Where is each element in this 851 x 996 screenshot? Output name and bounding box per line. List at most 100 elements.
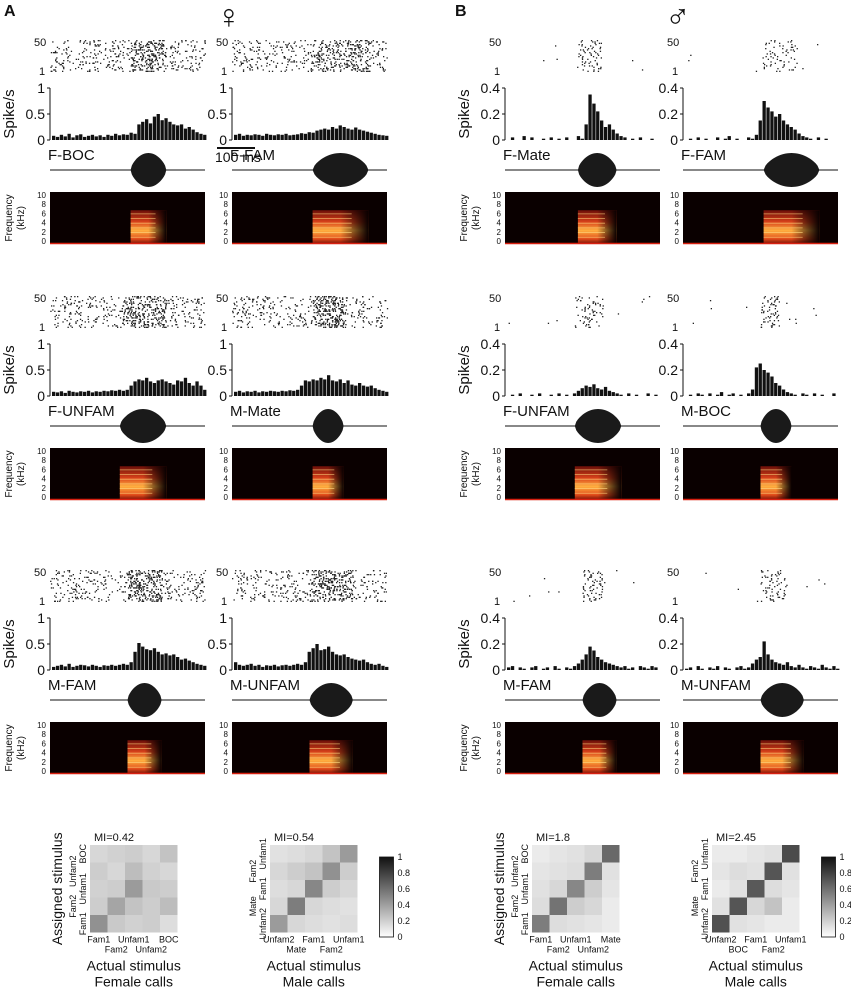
psth-bar (83, 665, 87, 670)
spike-tick (80, 305, 83, 307)
spike-tick (187, 578, 189, 580)
spike-tick (139, 587, 142, 589)
spike-tick (327, 571, 330, 573)
spike-tick (107, 64, 109, 66)
spike-tick (342, 298, 344, 300)
spike-tick (765, 590, 767, 592)
spike-tick (354, 321, 356, 323)
spike-tick (360, 58, 362, 60)
spike-tick (171, 68, 173, 70)
spike-tick (157, 68, 159, 70)
spike-tick (78, 306, 80, 308)
spike-tick (782, 598, 785, 600)
spike-tick (266, 57, 268, 59)
psth-bar (241, 135, 246, 140)
spike-tick (172, 570, 174, 572)
psth-bar (292, 664, 296, 670)
spike-tick (332, 309, 335, 311)
spike-tick (128, 594, 130, 596)
spike-tick (145, 575, 147, 577)
spike-tick (774, 62, 776, 64)
spike-tick (373, 591, 376, 593)
spike-tick (601, 586, 604, 588)
spike-tick (768, 309, 771, 311)
spike-tick (114, 69, 116, 71)
spike-tick (369, 42, 371, 44)
spike-tick (157, 592, 160, 594)
psth-bar (762, 101, 766, 140)
spike-tick (87, 306, 90, 308)
spike-tick (776, 297, 778, 299)
freq-tick-label: 2 (42, 484, 47, 493)
psth-bar (592, 103, 596, 140)
spike-tick (128, 595, 130, 597)
spike-tick (56, 46, 59, 48)
spike-tick (332, 574, 334, 576)
spike-tick (280, 592, 282, 594)
spike-tick (248, 60, 250, 62)
spike-tick (314, 570, 316, 572)
spike-tick (302, 317, 304, 319)
spike-tick (164, 302, 166, 304)
raster-tick-bottom: 1 (221, 66, 227, 78)
spike-tick (311, 56, 313, 58)
psth-bar (549, 137, 553, 140)
spike-tick (587, 70, 589, 72)
psth-bar (365, 386, 370, 396)
spike-tick (597, 53, 599, 55)
spike-tick (777, 296, 779, 298)
spike-tick (66, 53, 68, 55)
spike-tick (147, 46, 149, 48)
spike-tick (769, 317, 771, 319)
spike-tick (145, 326, 147, 328)
spike-tick (116, 60, 119, 62)
spike-tick (138, 586, 140, 588)
spike-tick (320, 325, 322, 327)
spike-tick (198, 298, 200, 300)
spike-tick (589, 326, 591, 328)
spike-tick (324, 583, 326, 585)
spike-tick (339, 598, 341, 600)
psth-bar (580, 388, 584, 396)
spike-tick (321, 54, 323, 56)
spike-tick (343, 304, 345, 306)
spike-tick (240, 326, 242, 328)
spike-tick (350, 572, 352, 574)
spike-tick (107, 309, 109, 311)
spike-tick (378, 44, 380, 46)
spike-tick (233, 308, 235, 310)
spike-tick (186, 50, 188, 52)
spike-tick (116, 325, 118, 327)
spike-tick (370, 42, 372, 44)
spike-tick (119, 61, 122, 63)
spike-tick (138, 326, 141, 328)
spike-tick (61, 575, 63, 577)
spike-tick (55, 61, 58, 63)
waveform-envelope (127, 683, 162, 717)
spike-tick (259, 58, 262, 60)
psth-bar (381, 390, 385, 396)
spike-tick (783, 590, 786, 592)
spike-tick (137, 296, 139, 298)
spike-tick (159, 576, 161, 578)
spike-tick (358, 44, 360, 46)
spike-tick (591, 592, 593, 594)
spike-tick (343, 68, 345, 70)
spike-tick (298, 598, 301, 600)
spike-tick (334, 40, 336, 42)
spike-tick (294, 591, 296, 593)
spike-tick (130, 583, 133, 585)
spike-tick (158, 598, 160, 600)
spike-tick (85, 591, 88, 593)
psth-bar (350, 658, 354, 670)
spike-tick (94, 69, 97, 71)
waveform (505, 683, 660, 717)
spike-tick (163, 316, 165, 318)
spike-tick (338, 45, 340, 47)
spike-tick (345, 305, 347, 307)
psth-bar (110, 135, 114, 140)
spike-tick (340, 594, 342, 596)
spike-tick (119, 53, 121, 55)
spike-tick (137, 64, 140, 66)
spike-tick (328, 592, 330, 594)
